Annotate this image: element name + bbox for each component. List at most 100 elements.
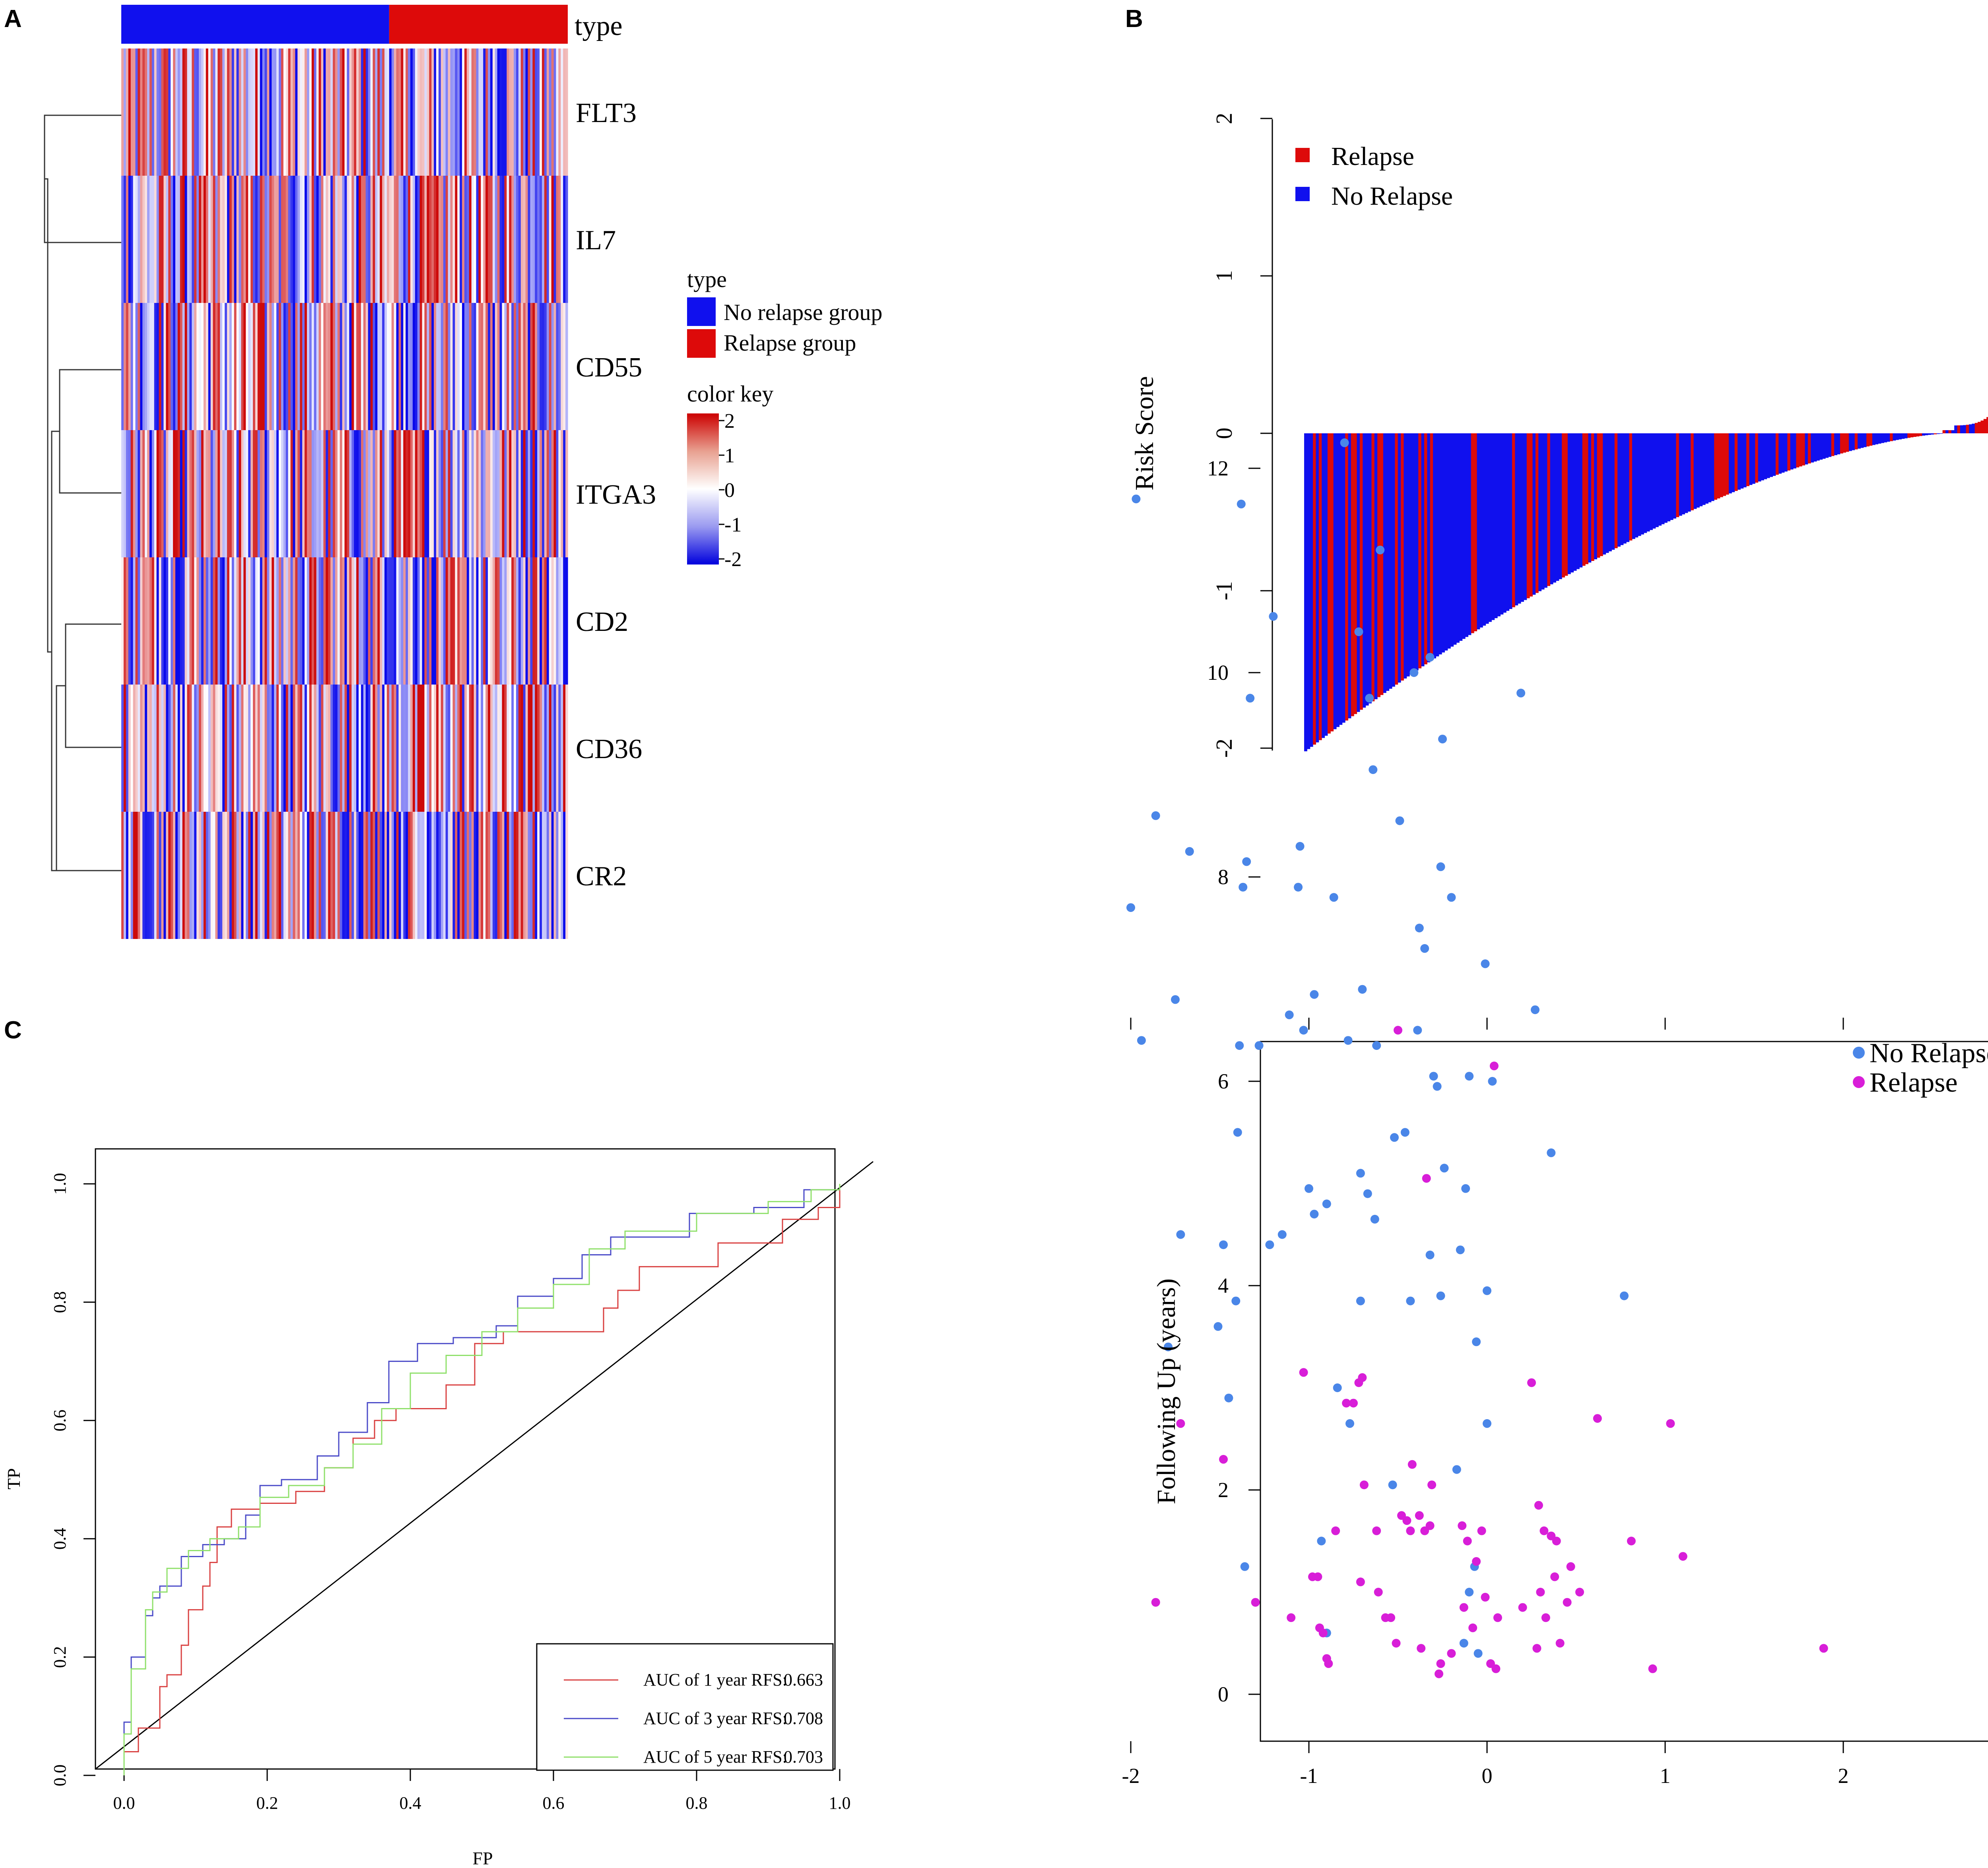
- heatmap-cell: [262, 48, 265, 176]
- heatmap-cell: [462, 430, 465, 557]
- heatmap-cell: [337, 48, 340, 176]
- heatmap-cell: [450, 812, 453, 939]
- risk-score-bar: [1825, 433, 1829, 458]
- risk-score-bar: [1775, 433, 1779, 475]
- heatmap-cell: [166, 48, 169, 176]
- heatmap-cell: [285, 557, 289, 685]
- heatmap-cell: [192, 48, 194, 176]
- heatmap-cell: [553, 557, 557, 685]
- heatmap-cell: [406, 48, 408, 176]
- heatmap-cell: [305, 812, 307, 939]
- risk-score-bar: [1858, 433, 1861, 449]
- heatmap-cell: [177, 557, 181, 685]
- heatmap-cell: [225, 430, 227, 557]
- heatmap-cell: [272, 812, 274, 939]
- relapse-point: [1534, 1501, 1543, 1510]
- heatmap-cell: [535, 176, 538, 303]
- heatmap-cell: [445, 557, 448, 685]
- heatmap-cell: [474, 685, 477, 812]
- heatmap-cell: [368, 685, 371, 812]
- heatmap-cell: [288, 685, 291, 812]
- heatmap-cell: [213, 685, 216, 812]
- heatmap-cell: [234, 685, 237, 812]
- heatmap-cell: [307, 685, 310, 812]
- risk-score-bar: [1781, 433, 1785, 473]
- heatmap-cell: [403, 430, 406, 557]
- no-relapse-point: [1474, 1649, 1483, 1658]
- heatmap-cell: [316, 48, 319, 176]
- risk-score-bar: [1866, 433, 1870, 446]
- heatmap-cell: [471, 303, 474, 430]
- relapse-point: [1349, 1399, 1358, 1408]
- heatmap-cell: [236, 557, 239, 685]
- heatmap-cell: [507, 430, 509, 557]
- no-relapse-point: [1415, 923, 1424, 933]
- heatmap-cell: [492, 812, 495, 939]
- risk-score-bar: [1365, 433, 1369, 706]
- heatmap-cell: [229, 303, 232, 430]
- risk-score-bar: [1673, 433, 1676, 519]
- heatmap-cell: [128, 303, 131, 430]
- heatmap-cell: [540, 812, 542, 939]
- heatmap-cell: [457, 812, 460, 939]
- heatmap-cell: [563, 812, 566, 939]
- risk-score-bar: [1687, 433, 1691, 512]
- risk-score-bar: [1652, 433, 1656, 529]
- d-plot-frame: [1260, 1041, 1988, 1742]
- heatmap-cell: [441, 430, 444, 557]
- heatmap-cell: [523, 48, 526, 176]
- heatmap-cell: [499, 685, 503, 812]
- no-relapse-point: [1483, 1419, 1491, 1428]
- heatmap-cell: [156, 812, 159, 939]
- heatmap-cell: [448, 812, 451, 939]
- heatmap-cell: [192, 685, 194, 812]
- heatmap-cell: [408, 430, 411, 557]
- relapse-point: [1427, 1480, 1437, 1490]
- heatmap-cell: [452, 48, 455, 176]
- heatmap-cell: [490, 430, 493, 557]
- annotation-label: type: [575, 11, 623, 41]
- heatmap-cell: [201, 430, 204, 557]
- heatmap-cell: [220, 812, 223, 939]
- heatmap-cell: [130, 430, 134, 557]
- risk-score-bar: [1951, 430, 1955, 433]
- heatmap-cell: [300, 557, 303, 685]
- heatmap-cell: [318, 812, 321, 939]
- heatmap-cell: [535, 303, 538, 430]
- risk-score-bar: [1623, 433, 1627, 544]
- risk-score-bar: [1852, 433, 1855, 450]
- heatmap-cell: [194, 430, 197, 557]
- heatmap-cell: [410, 812, 413, 939]
- risk-score-bar: [1679, 433, 1682, 516]
- heatmap-cell: [457, 303, 460, 430]
- risk-score-bar: [1491, 433, 1495, 620]
- gene-label: CR2: [576, 861, 627, 892]
- heatmap-cell: [551, 430, 554, 557]
- heatmap-cell: [502, 812, 505, 939]
- heatmap-cell: [516, 303, 519, 430]
- heatmap-cell: [203, 557, 206, 685]
- heatmap-cell: [476, 557, 479, 685]
- d-y-tick-label: 2: [1218, 1478, 1229, 1502]
- heatmap-cell: [239, 430, 242, 557]
- heatmap-cell: [262, 685, 265, 812]
- heatmap-cell: [563, 557, 566, 685]
- heatmap-cell: [182, 303, 185, 430]
- relapse-point: [1219, 1455, 1228, 1464]
- heatmap-cell: [351, 430, 354, 557]
- risk-score-bar: [1524, 433, 1527, 600]
- heatmap-cell: [222, 557, 225, 685]
- heatmap-cell: [151, 303, 155, 430]
- heatmap-cell: [281, 176, 284, 303]
- heatmap-cell: [358, 176, 361, 303]
- dendrogram-branch: [51, 431, 121, 871]
- heatmap-cell: [549, 557, 552, 685]
- heatmap-cell: [558, 48, 561, 176]
- heatmap-cell: [551, 685, 554, 812]
- heatmap-cell: [546, 685, 549, 812]
- risk-score-bar: [1708, 433, 1712, 502]
- heatmap-cell: [347, 48, 349, 176]
- risk-score-bar: [1828, 433, 1832, 457]
- heatmap-cell: [457, 430, 460, 557]
- risk-score-bar: [1579, 433, 1583, 568]
